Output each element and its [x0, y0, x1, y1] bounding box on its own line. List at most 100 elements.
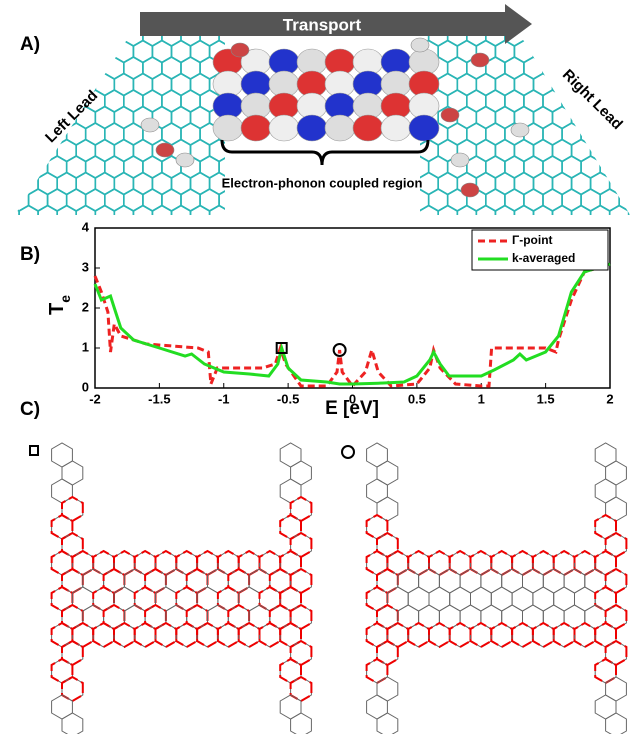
- hexagon: [57, 74, 76, 96]
- hexagon: [629, 140, 642, 162]
- hexagon: [638, 189, 642, 211]
- hexagon: [52, 695, 73, 719]
- hexagon: [57, 239, 76, 261]
- hexagon: [362, 239, 381, 261]
- hexagon: [362, 206, 381, 228]
- hexagon: [295, 222, 314, 244]
- orbital-lobe: [451, 153, 469, 167]
- hexagon: [629, 173, 642, 195]
- hexagon: [0, 24, 10, 46]
- hexagon: [191, 239, 210, 261]
- hexagon: [410, 222, 429, 244]
- hexagon: [581, 57, 600, 79]
- hexagon: [619, 57, 638, 79]
- hexagon: [448, 222, 467, 244]
- hexagon: [591, 41, 610, 63]
- current-path: [491, 623, 512, 647]
- hexagon: [29, 90, 48, 112]
- hexagon: [10, 156, 29, 178]
- hexagon: [629, 74, 642, 96]
- y-axis-label-main: T: [46, 303, 68, 315]
- hexagon: [181, 222, 200, 244]
- orbital-lobe: [176, 153, 194, 167]
- y-axis-label-sub: e: [57, 295, 73, 303]
- hexagon: [629, 239, 642, 261]
- hexagon: [595, 479, 616, 503]
- hexagon: [86, 24, 105, 46]
- orbital-lobe: [461, 183, 479, 197]
- y-tick-label: 4: [82, 219, 90, 234]
- orbital-lobe: [213, 115, 243, 141]
- orbital-lobe: [231, 43, 249, 57]
- hexagon: [38, 239, 57, 261]
- hexagon: [0, 107, 19, 129]
- hexagon: [572, 41, 591, 63]
- hexagon: [38, 74, 57, 96]
- hexagon: [367, 479, 388, 503]
- lead-label: Left Lead: [42, 87, 101, 146]
- orbital-lobe: [141, 118, 159, 132]
- hexagon: [38, 239, 57, 261]
- hexagon: [10, 222, 29, 244]
- current-path: [408, 623, 429, 647]
- hexagon: [543, 24, 562, 46]
- hexagon: [610, 140, 629, 162]
- hexagon: [619, 156, 638, 178]
- hexagon: [448, 222, 467, 244]
- hexagon: [95, 239, 114, 261]
- hexagon: [638, 90, 642, 112]
- hexagon: [429, 222, 448, 244]
- hexagon: [152, 239, 171, 261]
- hexagon: [38, 41, 57, 63]
- hexagon: [391, 222, 410, 244]
- hexagon: [600, 57, 619, 79]
- hexagon: [19, 206, 38, 228]
- hexagon: [362, 239, 381, 261]
- x-tick-label: 2: [606, 391, 613, 406]
- hexagon: [333, 222, 352, 244]
- hexagon: [57, 239, 76, 261]
- hexagon: [10, 222, 29, 244]
- hexagon: [377, 713, 398, 734]
- hexagon: [57, 206, 76, 228]
- hexagon: [410, 222, 429, 244]
- hexagon: [267, 239, 286, 261]
- hexagon: [48, 24, 67, 46]
- hexagon: [534, 41, 553, 63]
- lattice-panels: [52, 443, 627, 734]
- current-path: [62, 677, 83, 701]
- hexagon: [38, 206, 57, 228]
- hexagon: [305, 206, 324, 228]
- current-path: [156, 623, 177, 647]
- hexagon: [305, 239, 324, 261]
- hexagon: [48, 222, 67, 244]
- hexagon: [105, 24, 124, 46]
- hexagon: [0, 123, 10, 145]
- hexagon: [619, 123, 638, 145]
- hexagon: [191, 239, 210, 261]
- hexagon: [248, 206, 267, 228]
- current-path: [197, 623, 218, 647]
- hexagon: [324, 206, 343, 228]
- hexagon: [619, 123, 638, 145]
- hexagon: [629, 107, 642, 129]
- hexagon: [408, 587, 429, 611]
- hexagon: [471, 587, 492, 611]
- hexagon: [333, 222, 352, 244]
- hexagon: [581, 57, 600, 79]
- hexagon: [200, 222, 219, 244]
- hexagon: [429, 222, 448, 244]
- y-tick-label: 2: [82, 299, 89, 314]
- current-path: [595, 659, 616, 683]
- hexagon: [10, 90, 29, 112]
- hexagon: [29, 222, 48, 244]
- hexagon: [381, 206, 400, 228]
- panel-label: B): [20, 244, 40, 265]
- hexagon: [353, 189, 372, 211]
- hexagon: [19, 107, 38, 129]
- hexagon: [86, 24, 105, 46]
- hexagon: [514, 206, 533, 228]
- hexagon: [638, 57, 642, 79]
- hexagon: [286, 239, 305, 261]
- hexagon: [600, 24, 619, 46]
